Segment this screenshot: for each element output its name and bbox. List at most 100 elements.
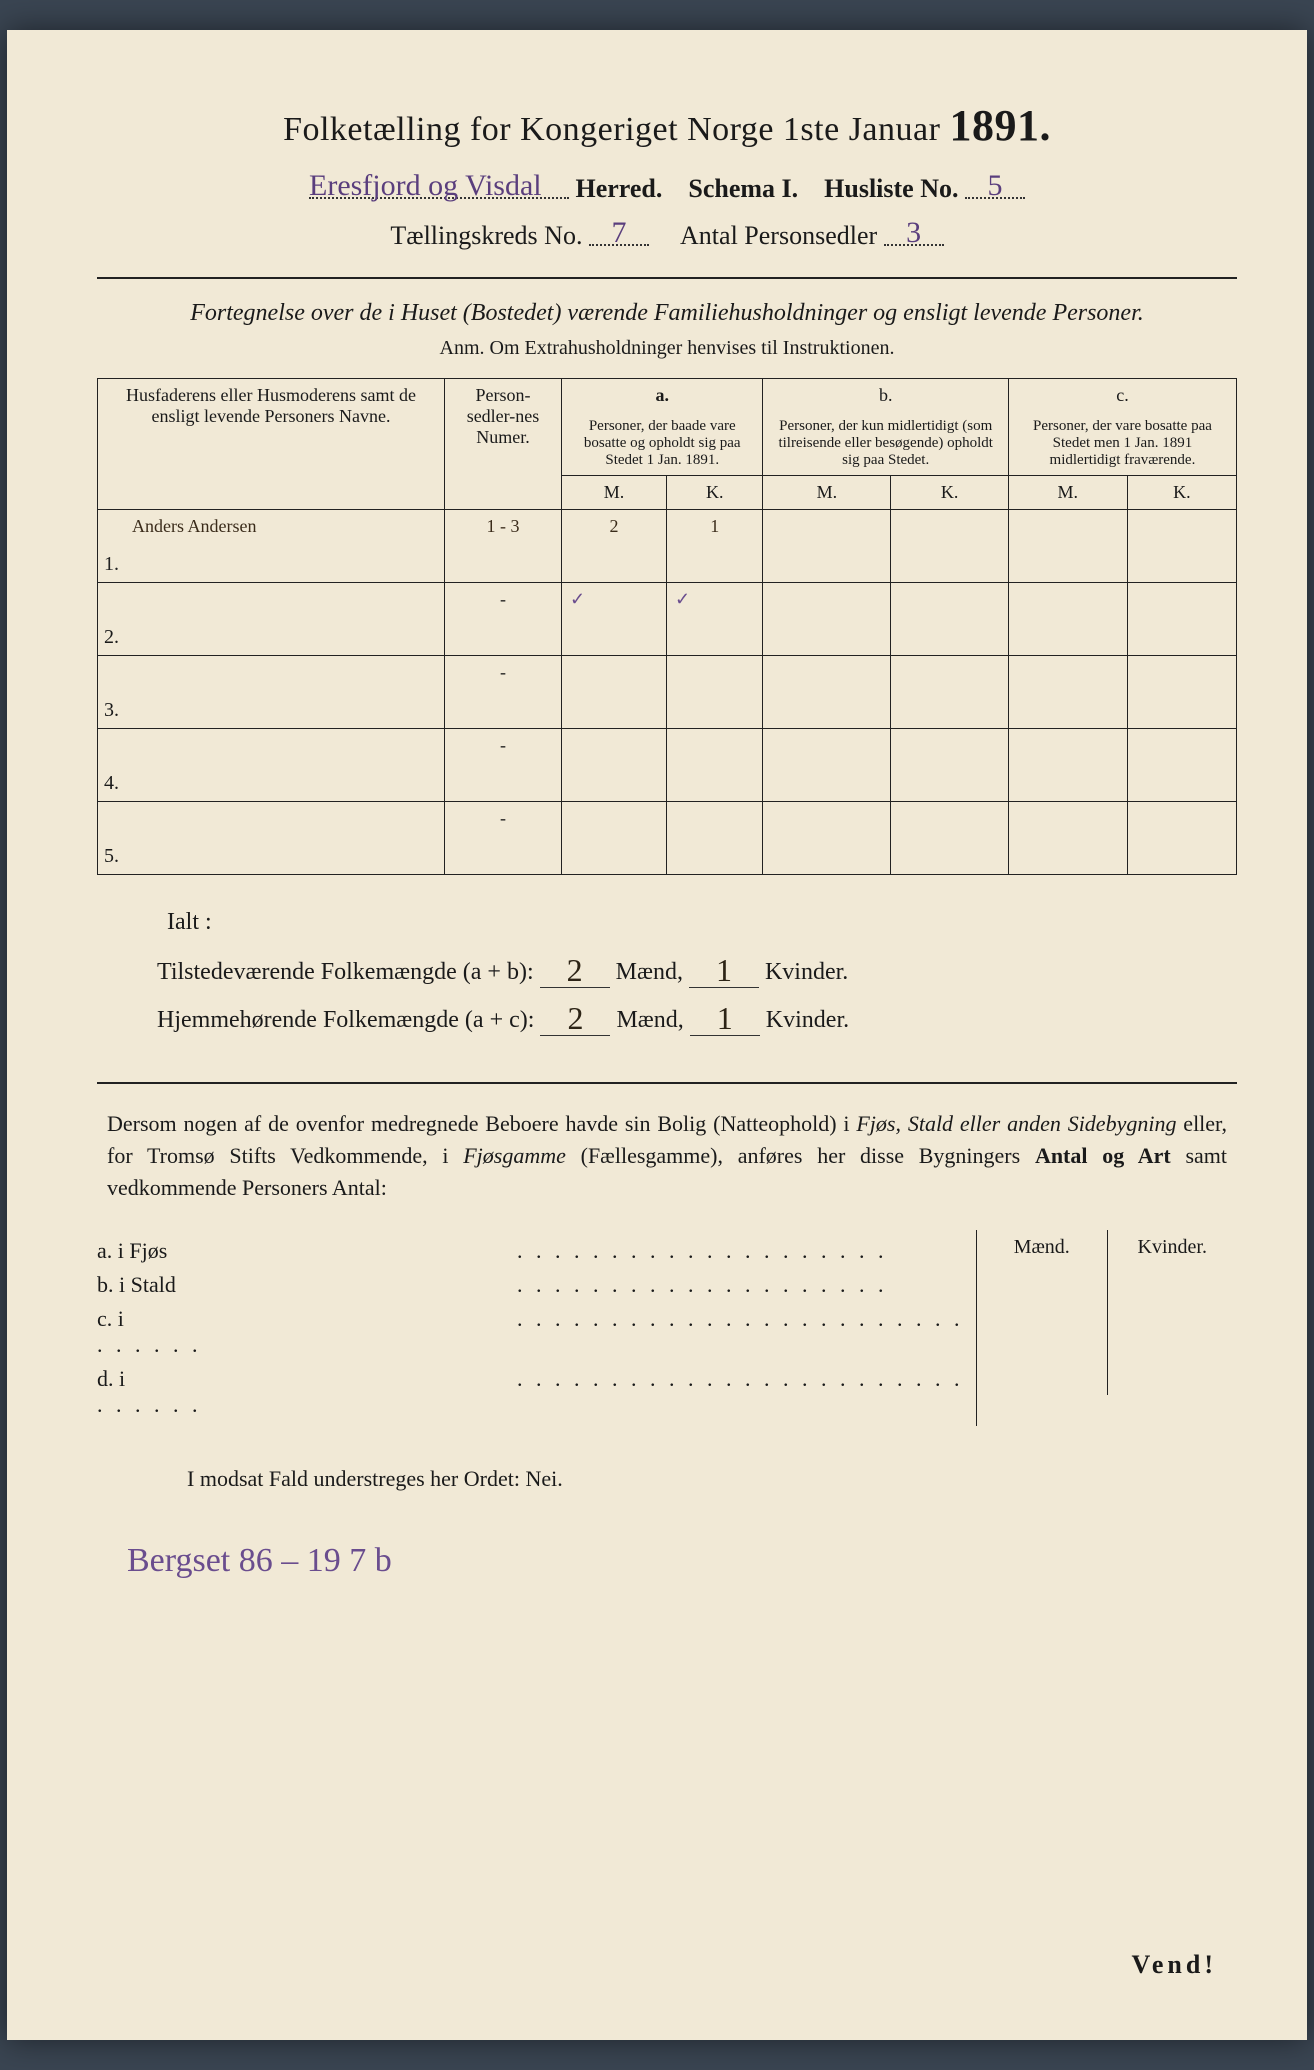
mini-maend: Mænd. — [977, 1230, 1108, 1265]
ialt-label: Ialt : — [167, 909, 1237, 936]
row-value-cell — [666, 802, 763, 875]
herred-handwriting: Eresfjord og Visdal — [309, 169, 542, 202]
row-value-cell — [1008, 583, 1127, 656]
census-table: Husfaderens eller Husmoderens samt de en… — [97, 378, 1237, 875]
summary-line-2: Hjemmehørende Folkemængde (a + c): 2 Mæn… — [157, 998, 1237, 1036]
row-value-cell — [763, 510, 891, 583]
row-value-cell — [763, 583, 891, 656]
row-num-cell: - — [445, 802, 562, 875]
antal-no: 3 — [906, 216, 921, 249]
summary-block: Ialt : Tilstedeværende Folkemængde (a + … — [157, 909, 1237, 1036]
antal-label: Antal Personsedler — [680, 221, 877, 250]
kreds-fill: 7 — [589, 218, 649, 246]
row-value-cell — [1008, 729, 1127, 802]
row-value-cell — [891, 583, 1009, 656]
sum1-label: Tilstedeværende Folkemængde (a + b): — [157, 959, 534, 985]
page-title: Folketælling for Kongeriget Norge 1ste J… — [97, 100, 1237, 151]
sum1-m: 2 — [540, 950, 610, 988]
summary-line-1: Tilstedeværende Folkemængde (a + b): 2 M… — [157, 950, 1237, 988]
sum2-maend: Mænd, — [616, 1007, 683, 1033]
bottom-handwriting: Bergset 86 – 19 7 b — [127, 1542, 1237, 1580]
vend-label: Vend! — [1131, 1950, 1217, 1980]
row-value-cell: ✓ — [562, 583, 667, 656]
mini-row: b. i Stald. . . . . . . . . . . . . . . … — [97, 1272, 976, 1298]
kreds-no: 7 — [611, 216, 626, 249]
mini-row-label: b. i Stald — [97, 1272, 517, 1298]
row-value-cell — [1008, 656, 1127, 729]
col-header-num: Person-sedler-nes Numer. — [445, 379, 562, 510]
sum2-m: 2 — [540, 998, 610, 1036]
mini-row-label: d. i — [97, 1366, 517, 1392]
row-name-cell: 4. — [98, 729, 445, 802]
col-a-desc: Personer, der baade vare bosatte og opho… — [562, 412, 763, 476]
mini-left: a. i Fjøs. . . . . . . . . . . . . . . .… — [97, 1230, 976, 1426]
row-value-cell — [562, 802, 667, 875]
row-value-cell — [763, 802, 891, 875]
row-value-cell — [1127, 802, 1236, 875]
row-value-cell — [666, 729, 763, 802]
col-c-k: K. — [1127, 476, 1236, 510]
divider-2 — [97, 1082, 1237, 1084]
mini-mk-body — [977, 1265, 1237, 1395]
row-name-cell: 2. — [98, 583, 445, 656]
col-a-m: M. — [562, 476, 667, 510]
husliste-label: Husliste No. — [824, 174, 958, 203]
title-year: 1891. — [949, 101, 1051, 150]
mini-row: c. i. . . . . . . . . . . . . . . . . . … — [97, 1306, 976, 1358]
table-row: 2.-✓✓ — [98, 583, 1237, 656]
row-value-cell — [562, 656, 667, 729]
title-text: Folketælling for Kongeriget Norge 1ste J… — [283, 111, 940, 148]
col-header-name: Husfaderens eller Husmoderens samt de en… — [98, 379, 445, 510]
col-c-desc: Personer, der vare bosatte paa Stedet me… — [1008, 412, 1236, 476]
col-b-desc: Personer, der kun midlertidigt (som tilr… — [763, 412, 1008, 476]
row-value-cell — [1127, 729, 1236, 802]
header-row-1: Eresfjord og Visdal Herred. Schema I. Hu… — [97, 171, 1237, 204]
row-value-cell — [666, 656, 763, 729]
row-value-cell: 1 — [666, 510, 763, 583]
row-value-cell — [1127, 656, 1236, 729]
census-form-page: Folketælling for Kongeriget Norge 1ste J… — [7, 30, 1307, 2040]
dersom-paragraph: Dersom nogen af de ovenfor medregnede Be… — [107, 1108, 1227, 1204]
col-b-k: K. — [891, 476, 1009, 510]
row-value-cell — [1008, 802, 1127, 875]
fortegnelse-heading: Fortegnelse over de i Huset (Bostedet) v… — [127, 297, 1207, 329]
anm-note: Anm. Om Extrahusholdninger henvises til … — [97, 337, 1237, 360]
nei-line: I modsat Fald understreges her Ordet: Ne… — [187, 1466, 1237, 1492]
kreds-label: Tællingskreds No. — [390, 221, 582, 250]
husliste-no: 5 — [988, 169, 1003, 202]
dots: . . . . . . . . . . . . . . . . . . . . — [517, 1238, 888, 1263]
mini-row-label: c. i — [97, 1306, 517, 1332]
table-row: 1.Anders Andersen1 - 321 — [98, 510, 1237, 583]
row-value-cell — [891, 729, 1009, 802]
row-value-cell — [1008, 510, 1127, 583]
husliste-fill: 5 — [965, 171, 1025, 199]
row-value-cell — [763, 656, 891, 729]
mini-k-col — [1108, 1265, 1238, 1395]
sum1-kvinder: Kvinder. — [765, 959, 848, 985]
sum2-label: Hjemmehørende Folkemængde (a + c): — [157, 1007, 534, 1033]
row-value-cell: ✓ — [666, 583, 763, 656]
mini-kvinder: Kvinder. — [1108, 1230, 1238, 1265]
col-c-label: c. — [1008, 379, 1236, 413]
herred-fill: Eresfjord og Visdal — [309, 171, 569, 199]
mini-mk-header: Mænd. Kvinder. — [977, 1230, 1237, 1265]
row-num-cell: - — [445, 583, 562, 656]
row-value-cell — [891, 510, 1009, 583]
row-name-cell: 5. — [98, 802, 445, 875]
sum2-kvinder: Kvinder. — [766, 1007, 849, 1033]
row-name-cell: 3. — [98, 656, 445, 729]
row-value-cell — [562, 729, 667, 802]
sum1-k: 1 — [689, 950, 759, 988]
mini-row: d. i. . . . . . . . . . . . . . . . . . … — [97, 1366, 976, 1418]
row-value-cell — [1127, 583, 1236, 656]
mini-right: Mænd. Kvinder. — [976, 1230, 1237, 1426]
mini-m-col — [977, 1265, 1108, 1395]
mini-row: a. i Fjøs. . . . . . . . . . . . . . . .… — [97, 1238, 976, 1264]
row-value-cell: 2 — [562, 510, 667, 583]
schema-label: Schema I. — [688, 174, 798, 203]
building-mini-table: a. i Fjøs. . . . . . . . . . . . . . . .… — [97, 1230, 1237, 1426]
row-num-cell: - — [445, 656, 562, 729]
mini-row-label: a. i Fjøs — [97, 1238, 517, 1264]
dots: . . . . . . . . . . . . . . . . . . . . — [517, 1272, 888, 1297]
row-name-cell: 1.Anders Andersen — [98, 510, 445, 583]
